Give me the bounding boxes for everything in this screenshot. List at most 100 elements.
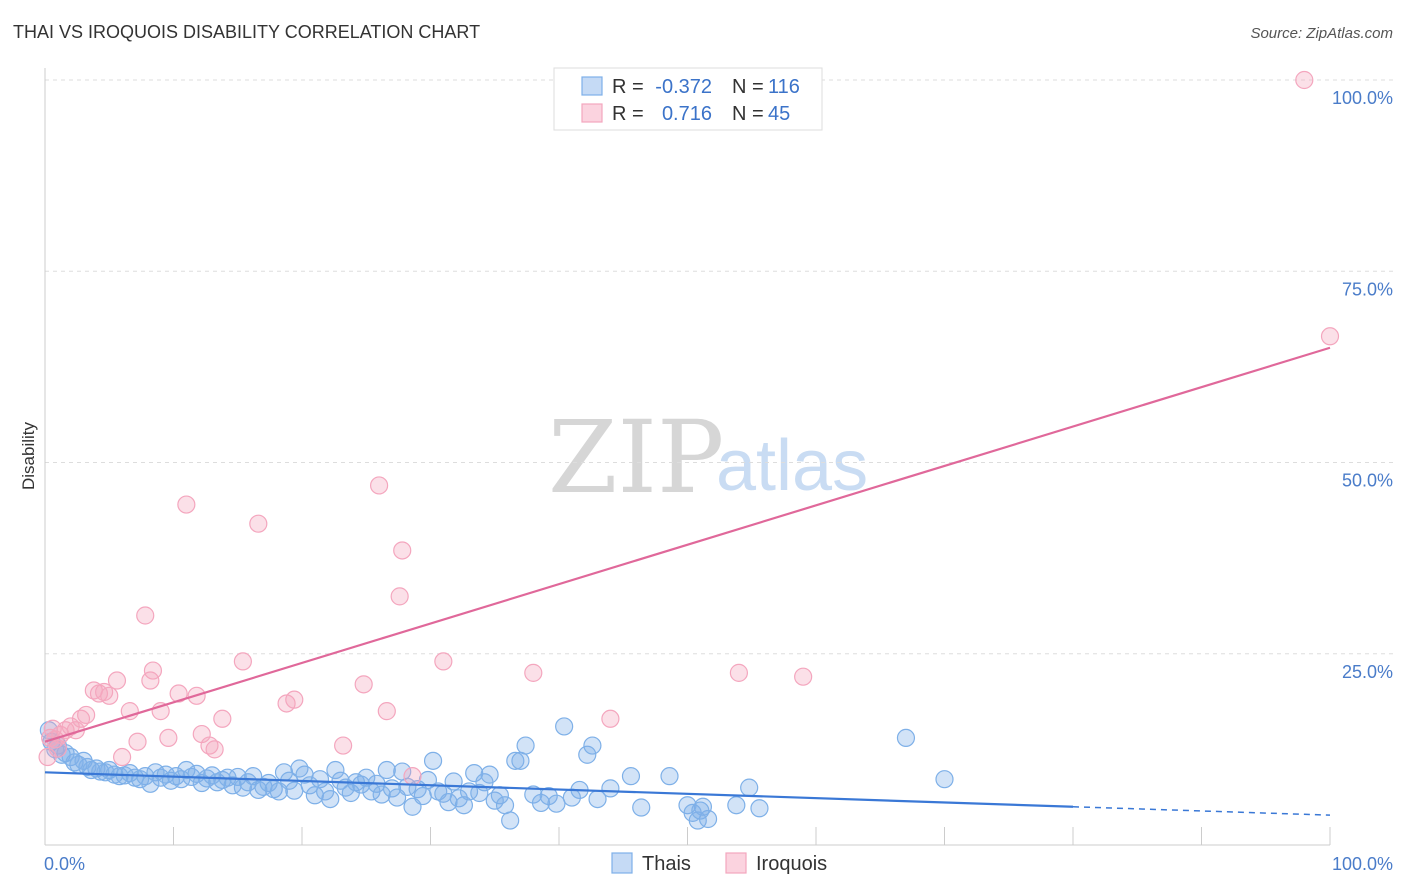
bottom-legend-swatch-iroquois <box>725 852 747 874</box>
iroquois-point-42 <box>434 652 453 671</box>
bottom-legend: Thais Iroquois <box>611 852 827 875</box>
data-points <box>38 70 1340 830</box>
iroquois-point-35 <box>334 736 353 755</box>
iroquois-point-36 <box>354 675 373 694</box>
bottom-legend-label-iroquois: Iroquois <box>756 853 827 875</box>
thais-point-76 <box>413 786 432 806</box>
thais-point-119 <box>750 799 769 818</box>
thais-point-69 <box>377 760 396 780</box>
thais-point-78 <box>423 751 443 770</box>
thais-point-55 <box>305 786 324 805</box>
thais-point-25 <box>151 768 170 787</box>
legend-r-label-thais: R = <box>612 76 644 98</box>
x-tick-label-max: 100.0% <box>1332 854 1393 874</box>
iroquois-point-32 <box>249 514 268 533</box>
legend-n-label-iroquois: N = <box>732 103 764 125</box>
thais-point-89 <box>480 765 499 784</box>
y-tick-labels: 25.0% 50.0% 75.0% 100.0% <box>1332 88 1393 682</box>
legend-n-value-thais: 116 <box>768 76 800 98</box>
iroquois-point-38 <box>377 702 396 721</box>
thais-point-105 <box>583 736 602 755</box>
legend-n-label-thais: N = <box>732 76 764 98</box>
thais-point-108 <box>621 767 641 786</box>
trend-line-iroquois <box>44 346 1331 743</box>
iroquois-point-15 <box>107 671 127 690</box>
chart-title: THAI VS IROQUOIS DISABILITY CORRELATION … <box>13 22 480 42</box>
thais-point-107 <box>601 779 620 798</box>
thais-point-96 <box>516 736 535 755</box>
iroquois-point-4 <box>48 739 67 758</box>
thais-point-104 <box>578 745 597 764</box>
thais-point-99 <box>539 786 558 806</box>
thais-point-92 <box>495 796 515 815</box>
iroquois-point-41 <box>403 767 422 786</box>
iroquois-point-34 <box>285 690 304 709</box>
thais-point-98 <box>531 793 551 813</box>
iroquois-point-29 <box>205 740 224 759</box>
thais-point-117 <box>727 796 746 815</box>
thais-point-95 <box>511 751 530 770</box>
iroquois-point-31 <box>233 652 252 671</box>
watermark-zip: ZIP <box>548 399 724 516</box>
y-axis-label: Disability <box>19 421 38 490</box>
legend-swatch-iroquois <box>581 103 603 123</box>
thais-point-93 <box>501 811 520 830</box>
x-tick-label-min: 0.0% <box>44 854 85 874</box>
iroquois-point-44 <box>601 709 620 728</box>
y-tick-label-25: 25.0% <box>1342 662 1393 682</box>
thais-point-68 <box>372 785 391 804</box>
legend-box: R = -0.372 N = 116 R = 0.716 N = 45 <box>553 67 823 131</box>
trend-line-extension-thais <box>1072 806 1331 816</box>
thais-point-82 <box>444 772 463 791</box>
iroquois-point-25 <box>177 495 196 514</box>
legend-r-value-thais: -0.372 <box>655 76 712 98</box>
legend-r-label-iroquois: R = <box>612 103 644 125</box>
thais-point-51 <box>285 781 304 800</box>
iroquois-point-43 <box>524 663 543 682</box>
thais-point-44 <box>249 780 268 800</box>
series-thais <box>39 717 954 830</box>
iroquois-point-40 <box>393 541 412 560</box>
iroquois-point-10 <box>77 705 96 725</box>
iroquois-point-21 <box>141 671 160 690</box>
iroquois-point-37 <box>370 476 389 495</box>
thais-point-116 <box>691 801 710 820</box>
legend-n-value-iroquois: 45 <box>768 103 790 125</box>
watermark-atlas: atlas <box>716 426 868 506</box>
legend-r-value-iroquois: 0.716 <box>662 103 712 125</box>
gridlines <box>45 79 1393 655</box>
iroquois-point-46 <box>794 667 813 686</box>
y-tick-label-50: 50.0% <box>1342 471 1393 491</box>
iroquois-point-23 <box>159 728 178 748</box>
iroquois-point-16 <box>112 747 132 767</box>
y-tick-label-100: 100.0% <box>1332 88 1393 108</box>
iroquois-point-30 <box>213 709 232 728</box>
thais-point-86 <box>465 763 484 783</box>
thais-point-84 <box>454 796 474 815</box>
thais-point-81 <box>439 793 458 812</box>
thais-point-40 <box>228 767 247 787</box>
iroquois-point-19 <box>136 606 155 625</box>
thais-point-94 <box>506 751 525 770</box>
y-tick-label-75: 75.0% <box>1342 279 1393 299</box>
bottom-legend-label-thais: Thais <box>642 853 691 875</box>
iroquois-point-14 <box>100 686 119 705</box>
thais-point-58 <box>321 789 340 809</box>
series-iroquois <box>38 70 1340 786</box>
x-ticks <box>173 827 1331 845</box>
iroquois-point-47 <box>1295 70 1314 90</box>
chart-source: Source: ZipAtlas.com <box>1250 25 1393 42</box>
thais-point-100 <box>547 794 566 813</box>
iroquois-point-18 <box>128 732 147 751</box>
iroquois-point-45 <box>729 663 749 682</box>
thais-point-109 <box>632 798 651 817</box>
trend-lines <box>44 346 1331 816</box>
bottom-legend-swatch-thais <box>611 852 633 874</box>
thais-point-101 <box>555 717 574 736</box>
thais-point-90 <box>485 791 504 810</box>
thais-point-120 <box>896 728 916 748</box>
iroquois-point-24 <box>169 684 188 703</box>
iroquois-point-48 <box>1320 327 1340 346</box>
thais-point-121 <box>935 770 954 789</box>
